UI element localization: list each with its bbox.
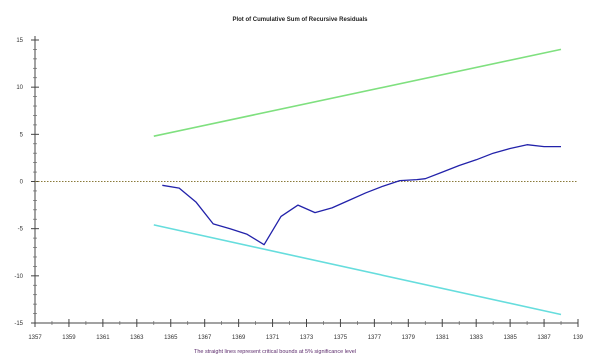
y-tick-label: 0: [20, 180, 24, 186]
y-tick-label: -15: [14, 321, 23, 327]
chart-title: Plot of Cumulative Sum of Recursive Resi…: [232, 17, 368, 23]
x-tick-label: 1369: [232, 335, 246, 341]
y-axis: 15 10 5 0 -5 -10 -15: [14, 36, 39, 327]
critical-bounds-note: The straight lines represent critical bo…: [194, 349, 356, 355]
x-tick-label: 1361: [96, 335, 110, 341]
x-tick-label: 1357: [28, 335, 42, 341]
x-tick-label: 1359: [62, 335, 76, 341]
x-tick-label: 1365: [164, 335, 178, 341]
x-tick-label: 1373: [300, 335, 314, 341]
series-group: [153, 48, 562, 316]
x-tick-label: 1371: [266, 335, 280, 341]
y-tick-label: -5: [18, 227, 24, 233]
x-axis: 1357 1359 1361 1363 1365 1367 1369 1371 1373 1375…: [28, 319, 584, 341]
x-tick-label: 1377: [368, 335, 382, 341]
x-tick-label: 1375: [334, 335, 348, 341]
x-tick-label: 1367: [198, 335, 212, 341]
y-tick-label: 10: [16, 85, 23, 91]
x-tick-label: 1385: [503, 335, 517, 341]
lower-bound-line: [153, 224, 562, 316]
x-tick-label: 1387: [537, 335, 551, 341]
y-tick-label: -10: [14, 274, 23, 280]
y-tick-label: 5: [20, 132, 24, 138]
cusum-line: [162, 144, 561, 246]
x-tick-label: 1381: [436, 335, 450, 341]
upper-bound-line: [153, 48, 562, 137]
x-tick-label: 1379: [402, 335, 416, 341]
x-tick-label: 139: [573, 335, 584, 341]
x-tick-label: 1363: [130, 335, 144, 341]
x-tick-label: 1383: [470, 335, 484, 341]
y-tick-label: 15: [16, 38, 23, 44]
